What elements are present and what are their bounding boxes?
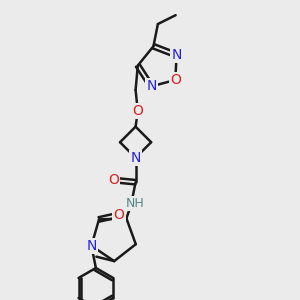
Text: N: N xyxy=(171,48,182,62)
Text: N: N xyxy=(86,239,97,253)
Text: N: N xyxy=(130,151,141,165)
Text: O: O xyxy=(108,173,119,187)
Text: O: O xyxy=(170,73,181,87)
Text: N: N xyxy=(146,80,157,93)
Text: O: O xyxy=(132,104,143,118)
Text: O: O xyxy=(114,208,124,222)
Text: NH: NH xyxy=(126,197,145,210)
